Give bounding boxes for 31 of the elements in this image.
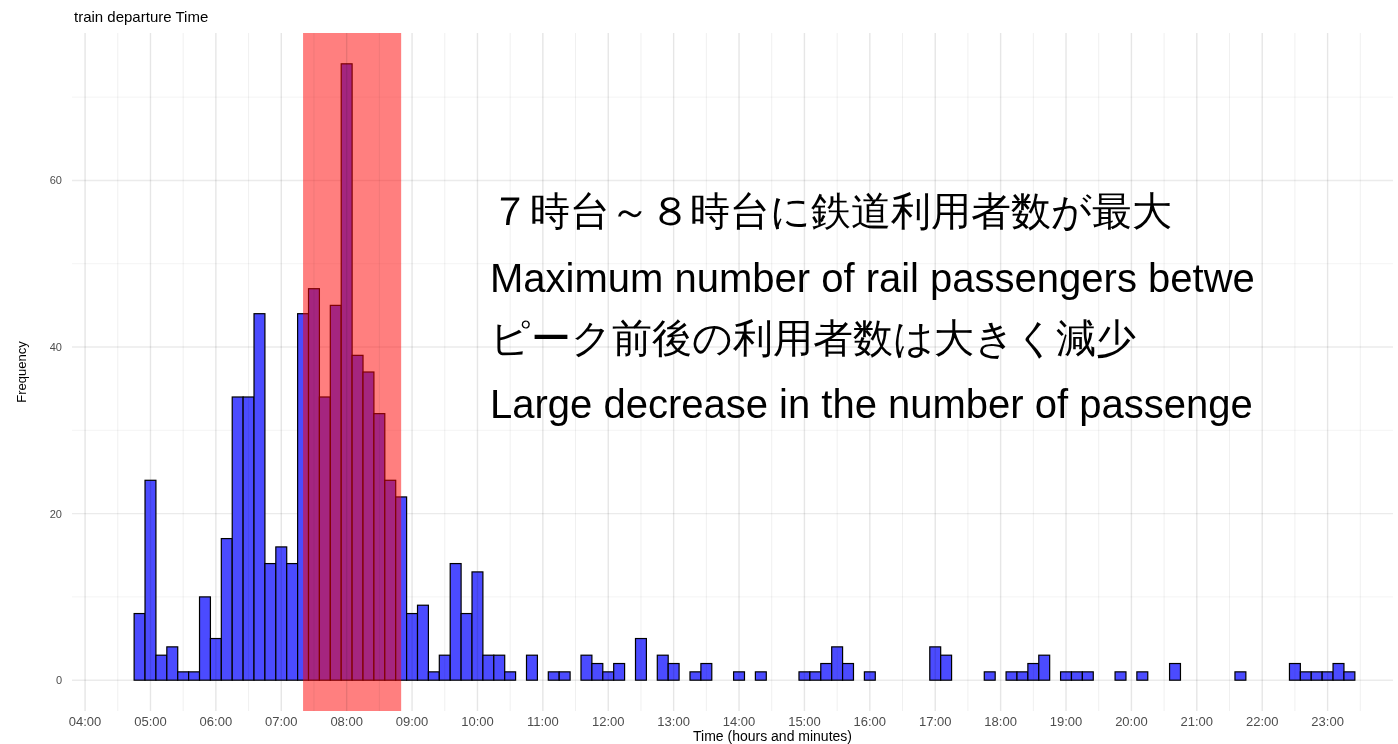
x-tick-label: 10:00 xyxy=(461,714,494,729)
x-tick-label: 09:00 xyxy=(395,714,429,729)
y-axis-title: Frequency xyxy=(14,340,29,403)
x-tick-label: 12:00 xyxy=(591,714,625,729)
x-tick-label: 22:00 xyxy=(1245,714,1279,729)
annotation: ピーク前後の利用者数は大きく減少 xyxy=(490,316,1136,360)
y-tick-label: 0 xyxy=(55,674,62,687)
y-tick-label: 40 xyxy=(49,341,62,354)
y-tick-label: 20 xyxy=(49,507,62,520)
x-tick-label: 23:00 xyxy=(1311,714,1344,729)
x-tick-label: 15:00 xyxy=(788,714,821,729)
x-tick-label: 06:00 xyxy=(199,714,233,729)
annotation: ７時台～８時台に鉄道利用者数が最大 xyxy=(490,189,1172,233)
x-tick-label: 07:00 xyxy=(264,714,298,729)
x-tick-label: 16:00 xyxy=(853,714,887,729)
chart-title: train departure Time xyxy=(74,8,209,25)
x-tick-label: 04:00 xyxy=(68,714,102,729)
x-tick-label: 08:00 xyxy=(330,714,363,729)
x-tick-label: 18:00 xyxy=(984,714,1017,729)
x-tick-label: 05:00 xyxy=(134,714,167,729)
x-axis-title: Time (hours and minutes) xyxy=(693,728,852,744)
x-tick-label: 14:00 xyxy=(722,714,756,729)
x-tick-label: 11:00 xyxy=(527,714,559,729)
y-tick-label: 60 xyxy=(49,174,62,187)
x-tick-label: 19:00 xyxy=(1049,714,1083,729)
x-tick-label: 17:00 xyxy=(918,714,952,729)
annotation: Maximum number of rail passengers betwe xyxy=(490,256,1255,300)
x-tick-label: 20:00 xyxy=(1115,714,1148,729)
annotation: Large decrease in the number of passenge xyxy=(490,382,1253,426)
x-tick-label: 13:00 xyxy=(657,714,690,729)
x-tick-label: 21:00 xyxy=(1180,714,1214,729)
